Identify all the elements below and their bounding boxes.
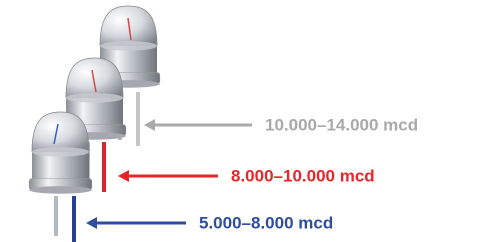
label-mid: 8.000–10.000 mcd xyxy=(231,166,375,185)
led-front xyxy=(29,112,92,242)
arrow-blue xyxy=(86,217,186,229)
arrow-gray xyxy=(144,119,252,131)
arrow-red xyxy=(118,170,218,182)
label-high: 10.000–14.000 mcd xyxy=(265,115,418,134)
label-low: 5.000–8.000 mcd xyxy=(199,213,333,232)
led-illustration: 10.000–14.000 mcd 8.000–10.000 mcd 5.000… xyxy=(0,0,495,242)
